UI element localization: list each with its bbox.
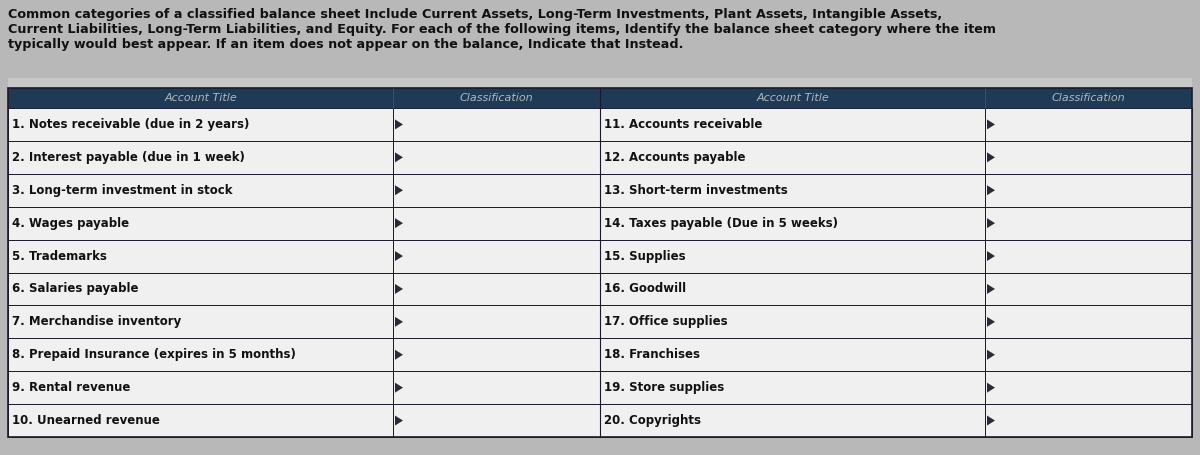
Text: 15. Supplies: 15. Supplies xyxy=(604,249,685,263)
Text: Common categories of a classified balance sheet Include Current Assets, Long-Ter: Common categories of a classified balanc… xyxy=(8,8,942,21)
Bar xyxy=(8,88,1192,108)
Polygon shape xyxy=(986,120,995,130)
Bar xyxy=(985,371,1192,404)
Text: 17. Office supplies: 17. Office supplies xyxy=(604,315,727,329)
Bar xyxy=(394,305,600,339)
Polygon shape xyxy=(986,251,995,261)
Bar xyxy=(985,339,1192,371)
Polygon shape xyxy=(986,185,995,195)
Bar xyxy=(985,174,1192,207)
Polygon shape xyxy=(986,383,995,393)
Text: 6. Salaries payable: 6. Salaries payable xyxy=(12,283,138,295)
Bar xyxy=(600,305,985,339)
Polygon shape xyxy=(986,317,995,327)
Bar xyxy=(600,404,985,437)
Text: Account Title: Account Title xyxy=(164,93,236,103)
Bar xyxy=(394,141,600,174)
Text: 13. Short-term investments: 13. Short-term investments xyxy=(604,184,787,197)
Polygon shape xyxy=(395,218,403,228)
Text: 14. Taxes payable (Due in 5 weeks): 14. Taxes payable (Due in 5 weeks) xyxy=(604,217,838,230)
Text: 2. Interest payable (due in 1 week): 2. Interest payable (due in 1 week) xyxy=(12,151,245,164)
Polygon shape xyxy=(395,152,403,162)
Text: 12. Accounts payable: 12. Accounts payable xyxy=(604,151,745,164)
Polygon shape xyxy=(395,383,403,393)
Text: 16. Goodwill: 16. Goodwill xyxy=(604,283,686,295)
Text: 7. Merchandise inventory: 7. Merchandise inventory xyxy=(12,315,181,329)
Bar xyxy=(8,108,394,141)
Bar xyxy=(8,88,1192,437)
Text: 11. Accounts receivable: 11. Accounts receivable xyxy=(604,118,762,131)
Polygon shape xyxy=(986,284,995,294)
Bar xyxy=(8,339,394,371)
Text: 4. Wages payable: 4. Wages payable xyxy=(12,217,130,230)
Text: 20. Copyrights: 20. Copyrights xyxy=(604,414,701,427)
Bar xyxy=(394,339,600,371)
Bar xyxy=(8,78,1192,88)
Text: Current Liabilities, Long-Term Liabilities, and Equity. For each of the followin: Current Liabilities, Long-Term Liabiliti… xyxy=(8,23,996,36)
Text: 19. Store supplies: 19. Store supplies xyxy=(604,381,725,394)
Bar xyxy=(600,371,985,404)
Bar xyxy=(394,174,600,207)
Text: 1. Notes receivable (due in 2 years): 1. Notes receivable (due in 2 years) xyxy=(12,118,250,131)
Bar xyxy=(985,207,1192,240)
Bar xyxy=(600,108,985,141)
Polygon shape xyxy=(395,415,403,425)
Polygon shape xyxy=(986,415,995,425)
Bar xyxy=(600,207,985,240)
Polygon shape xyxy=(986,152,995,162)
Bar xyxy=(8,174,394,207)
Bar xyxy=(985,141,1192,174)
Bar xyxy=(8,207,394,240)
Bar xyxy=(394,371,600,404)
Polygon shape xyxy=(986,218,995,228)
Bar xyxy=(394,240,600,273)
Bar xyxy=(8,88,1192,437)
Bar xyxy=(600,240,985,273)
Bar xyxy=(8,273,394,305)
Polygon shape xyxy=(395,350,403,360)
Bar xyxy=(600,141,985,174)
Polygon shape xyxy=(395,251,403,261)
Polygon shape xyxy=(395,185,403,195)
Polygon shape xyxy=(986,350,995,360)
Bar xyxy=(394,108,600,141)
Text: 5. Trademarks: 5. Trademarks xyxy=(12,249,107,263)
Bar xyxy=(8,404,394,437)
Polygon shape xyxy=(395,317,403,327)
Bar xyxy=(394,207,600,240)
Bar xyxy=(394,404,600,437)
Text: Classification: Classification xyxy=(460,93,533,103)
Bar xyxy=(600,273,985,305)
Text: 18. Franchises: 18. Franchises xyxy=(604,348,700,361)
Polygon shape xyxy=(395,120,403,130)
Text: 9. Rental revenue: 9. Rental revenue xyxy=(12,381,131,394)
Bar xyxy=(985,273,1192,305)
Bar xyxy=(8,371,394,404)
Text: 8. Prepaid Insurance (expires in 5 months): 8. Prepaid Insurance (expires in 5 month… xyxy=(12,348,296,361)
Bar xyxy=(8,305,394,339)
Bar xyxy=(8,240,394,273)
Bar xyxy=(985,305,1192,339)
Polygon shape xyxy=(395,284,403,294)
Bar xyxy=(394,273,600,305)
Bar xyxy=(985,404,1192,437)
Bar xyxy=(600,339,985,371)
Bar xyxy=(600,174,985,207)
Bar xyxy=(985,108,1192,141)
Text: Classification: Classification xyxy=(1051,93,1126,103)
Text: 3. Long-term investment in stock: 3. Long-term investment in stock xyxy=(12,184,233,197)
Bar xyxy=(8,141,394,174)
Text: typically would best appear. If an item does not appear on the balance, Indicate: typically would best appear. If an item … xyxy=(8,38,683,51)
Text: 10. Unearned revenue: 10. Unearned revenue xyxy=(12,414,160,427)
Text: Account Title: Account Title xyxy=(756,93,829,103)
Bar xyxy=(985,240,1192,273)
